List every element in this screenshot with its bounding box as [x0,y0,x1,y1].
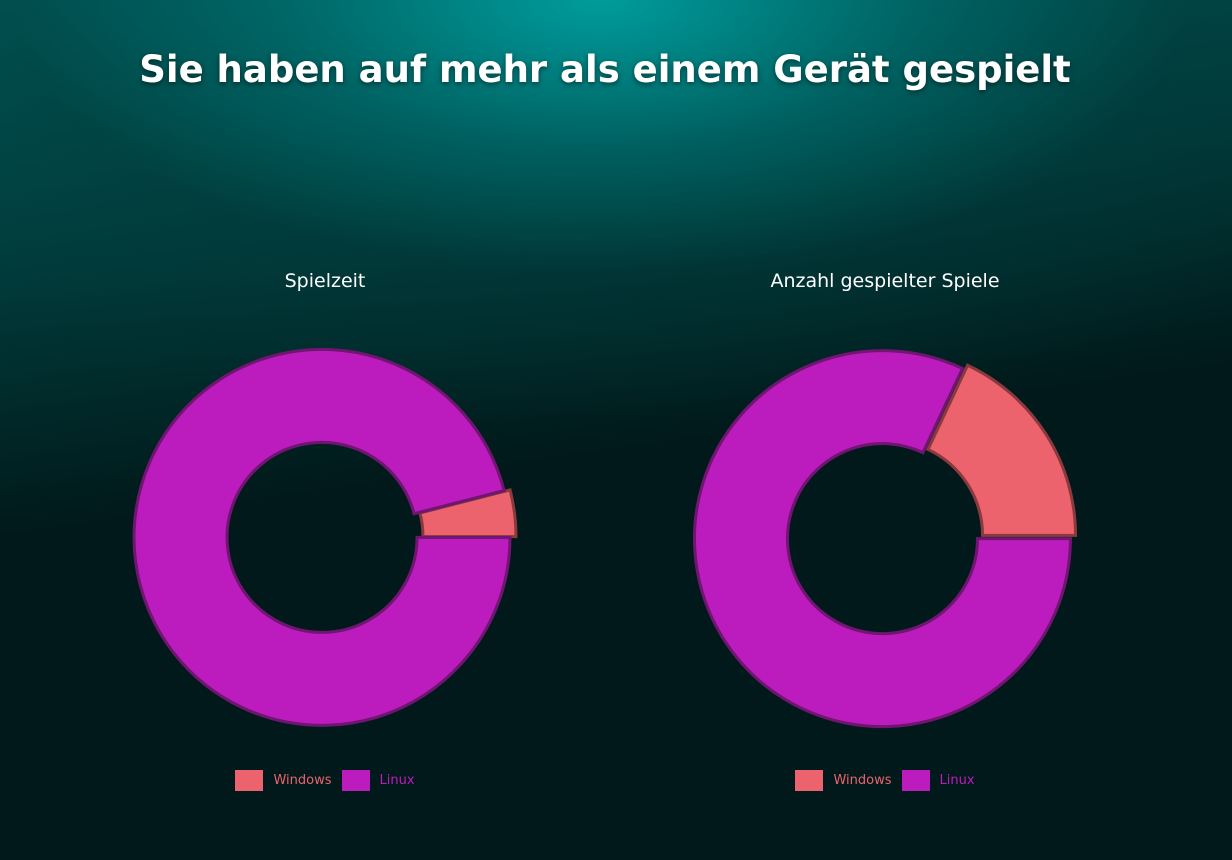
donut-playtime [132,347,518,727]
legend-item-windows[interactable]: Windows [235,770,332,791]
legend-item-linux[interactable]: Linux [341,770,415,791]
chart-title: Spielzeit [284,270,366,292]
donut-games-count [692,349,1078,729]
chart-title: Anzahl gespielter Spiele [770,270,1000,292]
slice-linux[interactable] [132,347,512,727]
legend-item-windows[interactable]: Windows [795,770,892,791]
slice-windows[interactable] [925,363,1078,537]
legend-swatch [901,770,930,791]
chart-games-count: Anzahl gespielter Spiele Windows Linux [605,260,1165,820]
legend: Windows Linux [45,770,605,791]
legend-label: Linux [939,773,975,788]
legend-label: Linux [379,773,415,788]
legend-swatch [235,770,264,791]
page-title: Sie haben auf mehr als einem Gerät gespi… [139,48,1071,91]
legend: Windows Linux [605,770,1165,791]
legend-label: Windows [273,773,332,788]
legend-label: Windows [833,773,892,788]
chart-playtime: Spielzeit Windows Linux [45,260,605,820]
legend-item-linux[interactable]: Linux [901,770,975,791]
slice-linux[interactable] [692,349,1072,729]
legend-swatch [341,770,370,791]
legend-swatch [795,770,824,791]
